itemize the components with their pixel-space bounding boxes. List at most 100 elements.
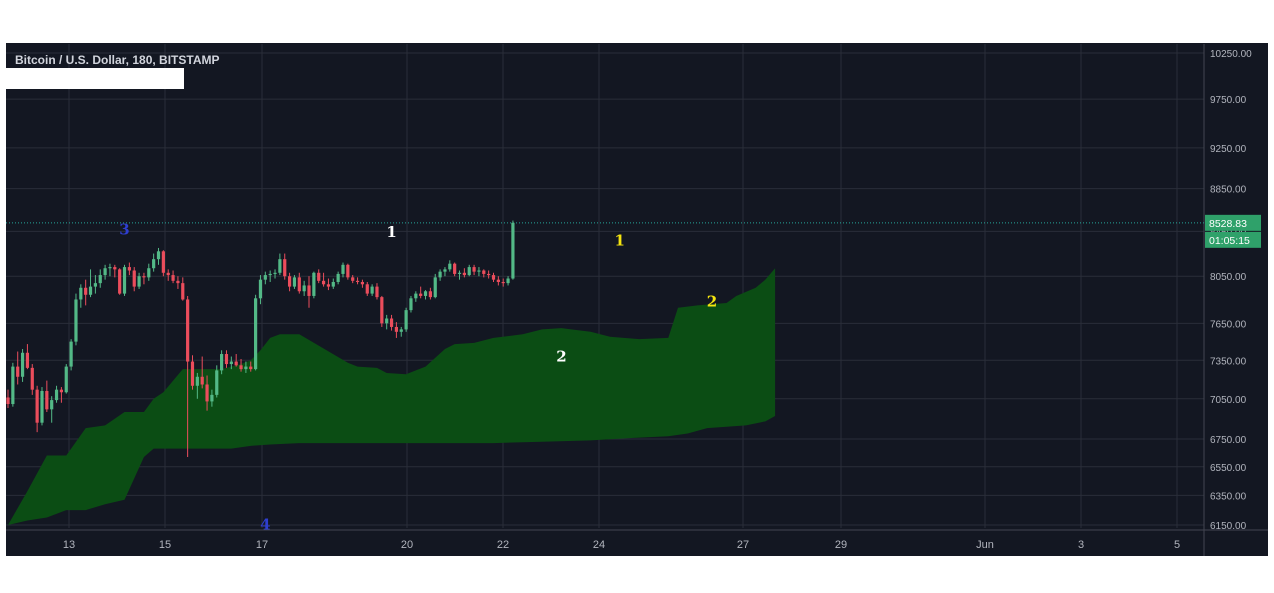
- candle-body: [443, 269, 447, 272]
- candle-body: [477, 270, 481, 272]
- candle-body: [317, 272, 321, 281]
- candle-body: [258, 279, 263, 299]
- candle: [74, 293, 78, 346]
- candle: [215, 365, 219, 398]
- candle: [326, 278, 331, 291]
- candle-body: [438, 271, 442, 278]
- candle: [244, 361, 248, 373]
- candle: [224, 350, 229, 368]
- candle-body: [6, 397, 10, 405]
- candle-body: [84, 287, 88, 295]
- candle: [45, 380, 49, 412]
- y-tick-label: 7350.00: [1210, 356, 1247, 367]
- candle-body: [331, 281, 335, 287]
- candle-body: [54, 389, 59, 401]
- candle: [161, 250, 165, 277]
- candle: [40, 387, 44, 426]
- chart-pane[interactable]: [6, 43, 1268, 556]
- y-tick-label: 6750.00: [1210, 435, 1247, 446]
- candle-body: [346, 264, 350, 278]
- candle-body: [263, 275, 267, 280]
- candle-body: [200, 376, 204, 385]
- candle: [156, 247, 161, 265]
- x-tick-label: 3: [1078, 539, 1084, 551]
- candle: [229, 356, 233, 370]
- candles: [6, 220, 515, 457]
- candle-body: [176, 280, 180, 284]
- candle: [511, 220, 515, 280]
- candle: [370, 284, 374, 296]
- candle: [491, 272, 496, 282]
- candle: [166, 269, 170, 281]
- candle: [331, 278, 335, 289]
- candle: [93, 275, 97, 294]
- candle: [220, 350, 224, 375]
- current-price-text: 8528.83: [1209, 218, 1247, 230]
- candle-body: [409, 298, 413, 311]
- candle: [234, 354, 238, 367]
- candle: [472, 264, 476, 276]
- candle-body: [195, 376, 199, 386]
- candle: [365, 281, 369, 296]
- candle-body: [491, 275, 496, 280]
- candle: [200, 356, 204, 389]
- candle-body: [487, 273, 491, 276]
- candle-body: [249, 366, 253, 370]
- x-tick-label: Jun: [976, 539, 994, 551]
- candle: [171, 270, 175, 284]
- candle-body: [229, 361, 233, 365]
- candle-body: [273, 272, 277, 274]
- x-tick-label: 15: [159, 539, 171, 551]
- candle: [59, 387, 64, 403]
- y-tick-label: 6150.00: [1210, 521, 1247, 532]
- candle: [278, 253, 282, 276]
- candle: [487, 270, 491, 279]
- candle-body: [389, 318, 394, 327]
- ichimoku-cloud: [8, 268, 776, 525]
- candle: [263, 271, 267, 285]
- candle-body: [385, 318, 389, 324]
- candle-body: [74, 299, 78, 342]
- candle-body: [190, 361, 195, 386]
- wave-label: 2: [556, 348, 566, 366]
- candle: [118, 268, 122, 295]
- y-tick-label: 9750.00: [1210, 95, 1247, 106]
- candle: [467, 264, 471, 277]
- candle: [351, 275, 355, 284]
- candle: [438, 269, 442, 281]
- candle: [137, 272, 141, 289]
- candle: [205, 375, 209, 411]
- candle-body: [161, 251, 165, 273]
- candle-body: [428, 291, 432, 298]
- wave-label: 1: [615, 232, 625, 250]
- y-tick-label: 10250.00: [1210, 49, 1252, 60]
- candle-body: [302, 285, 306, 292]
- candle-body: [142, 276, 146, 278]
- y-tick-label: 9250.00: [1210, 144, 1247, 155]
- candle-body: [254, 298, 258, 370]
- candle-body: [244, 366, 248, 370]
- candle-body: [166, 272, 170, 276]
- candle: [321, 272, 326, 287]
- candle-body: [171, 275, 175, 281]
- wave-label: 2: [707, 293, 717, 311]
- candle: [283, 253, 287, 280]
- candle-body: [181, 283, 185, 300]
- candle-body: [147, 268, 151, 278]
- candle-body: [365, 284, 369, 294]
- x-tick-label: 24: [593, 539, 605, 551]
- wave-label: 3: [119, 221, 129, 239]
- x-tick-label: 29: [835, 539, 847, 551]
- candle-body: [496, 279, 500, 282]
- candle: [423, 290, 428, 300]
- candle: [84, 279, 88, 306]
- candle-body: [404, 310, 408, 330]
- candle: [428, 287, 432, 300]
- candle: [147, 263, 151, 281]
- candle: [20, 349, 25, 382]
- y-tick-label: 6350.00: [1210, 491, 1247, 502]
- candle: [16, 351, 20, 385]
- candle-body: [355, 280, 360, 282]
- candle: [394, 322, 398, 338]
